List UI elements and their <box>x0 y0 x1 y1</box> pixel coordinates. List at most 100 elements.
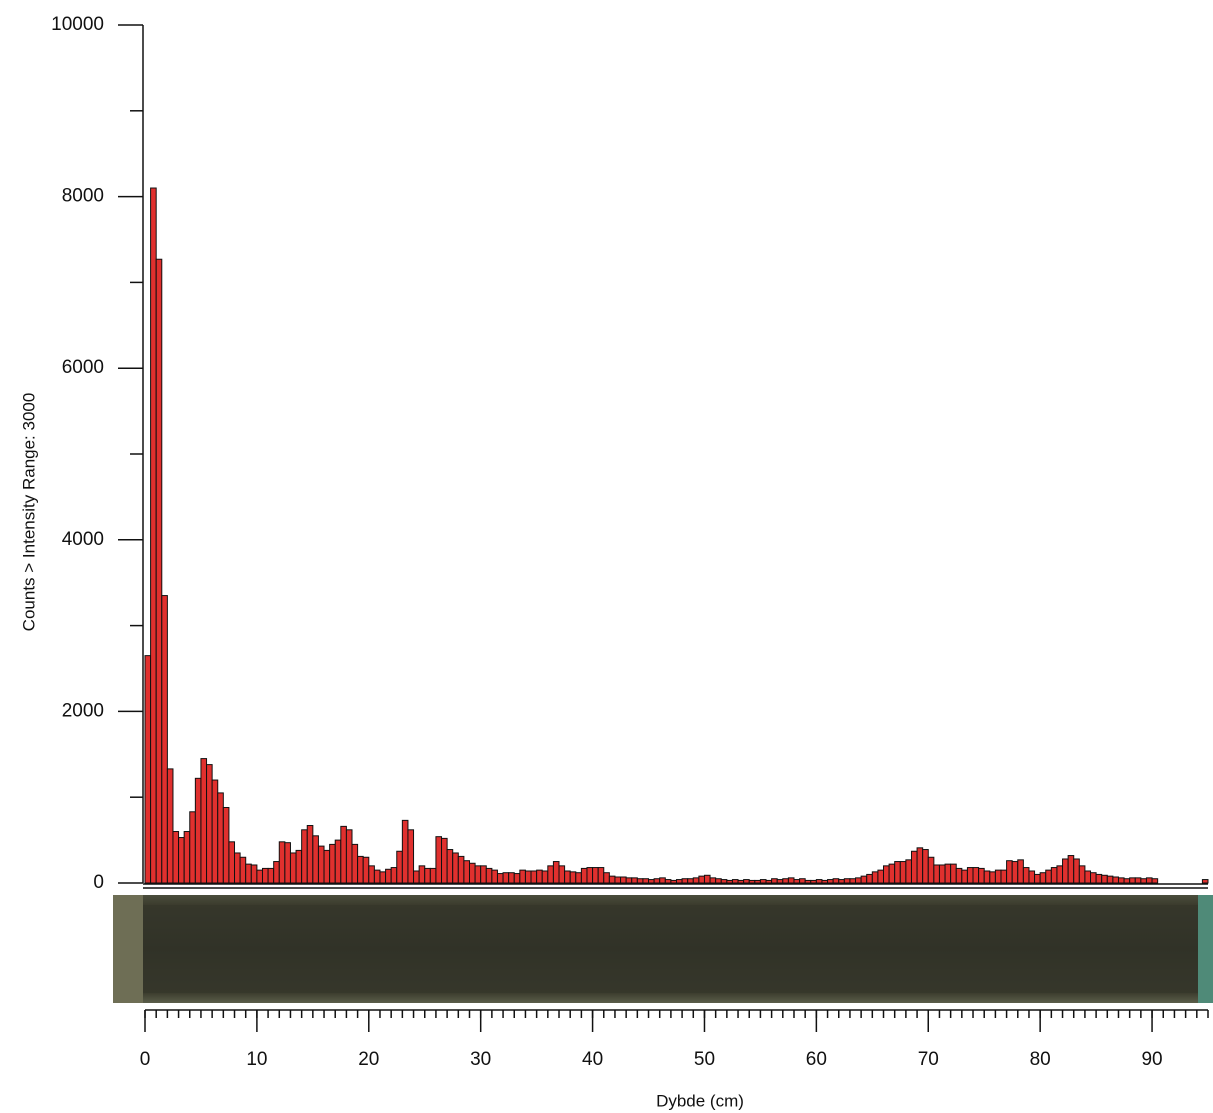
x-tick-label: 30 <box>470 1049 491 1070</box>
bar <box>1056 865 1064 884</box>
bar <box>1112 876 1119 884</box>
bar <box>1140 878 1147 884</box>
bar <box>664 879 672 884</box>
bar <box>401 819 409 884</box>
bar <box>855 877 862 884</box>
bar <box>737 879 745 884</box>
x-tick-label: 20 <box>358 1049 379 1070</box>
bar <box>368 865 375 884</box>
bar <box>200 758 208 884</box>
bar <box>396 850 403 884</box>
bar <box>312 835 319 884</box>
bar <box>480 865 487 884</box>
bar <box>944 863 952 884</box>
bar <box>385 868 392 884</box>
bar <box>1000 869 1008 884</box>
bar <box>524 870 532 884</box>
bar <box>1129 877 1136 884</box>
bar <box>345 829 353 884</box>
bar <box>552 861 560 884</box>
bar <box>676 879 683 884</box>
bar <box>222 806 230 884</box>
bar <box>317 845 325 884</box>
bar <box>1106 875 1114 884</box>
bar <box>267 867 275 884</box>
bar <box>1062 858 1069 884</box>
bar <box>446 849 454 884</box>
bar <box>916 847 924 884</box>
bar <box>474 865 482 884</box>
bar <box>670 879 678 884</box>
bar <box>754 879 761 884</box>
bar <box>289 852 297 884</box>
y-tick-label: 8000 <box>62 186 104 207</box>
bar <box>161 595 168 884</box>
bar <box>217 792 224 884</box>
bar <box>1095 873 1103 884</box>
bar <box>1011 861 1019 884</box>
bar <box>323 849 331 884</box>
bar <box>1145 877 1153 884</box>
bar <box>390 867 398 884</box>
bar <box>502 872 510 884</box>
bar <box>787 877 795 884</box>
bar <box>228 841 236 884</box>
bar <box>983 870 991 884</box>
bar <box>340 825 347 884</box>
bar <box>513 873 521 884</box>
bar <box>183 831 191 884</box>
bar <box>703 874 711 884</box>
bar <box>1067 855 1075 884</box>
bar <box>597 867 605 884</box>
bar <box>860 875 868 884</box>
bar <box>278 841 286 884</box>
bar <box>625 877 633 884</box>
bar <box>938 864 946 884</box>
x-tick-label: 10 <box>246 1049 267 1070</box>
bar <box>530 870 538 884</box>
bar <box>955 867 963 884</box>
bar <box>687 878 694 884</box>
bar <box>815 879 823 884</box>
bar <box>564 870 571 884</box>
bar <box>234 852 241 884</box>
bar <box>284 842 291 884</box>
bar <box>407 829 415 884</box>
bar <box>933 864 940 884</box>
bar <box>1101 874 1108 884</box>
bar <box>295 849 303 884</box>
core-photo <box>113 895 1213 1003</box>
bar <box>329 843 336 884</box>
bar <box>189 811 196 884</box>
bar <box>799 878 806 884</box>
bar <box>832 878 840 884</box>
bar <box>1034 873 1041 884</box>
bar <box>989 871 996 884</box>
bar <box>636 878 644 884</box>
bar <box>586 867 594 884</box>
bar <box>1039 872 1047 884</box>
bar <box>748 879 756 884</box>
bar <box>206 764 213 884</box>
bar <box>681 878 689 884</box>
bar <box>429 867 437 884</box>
bar <box>541 870 549 884</box>
bar <box>966 867 974 884</box>
bar <box>1006 860 1013 884</box>
bar <box>452 852 459 884</box>
bar <box>888 863 896 884</box>
bar <box>782 878 789 884</box>
bar <box>927 856 935 884</box>
bar <box>961 869 968 884</box>
bar <box>463 860 470 884</box>
bar <box>698 875 705 884</box>
bar <box>899 861 907 884</box>
y-tick-label: 10000 <box>51 14 104 35</box>
bar <box>631 877 638 884</box>
bar <box>877 869 885 884</box>
bar <box>256 869 263 884</box>
bar <box>178 837 185 884</box>
bar <box>771 878 778 884</box>
bar <box>653 878 661 884</box>
bar <box>759 879 767 884</box>
